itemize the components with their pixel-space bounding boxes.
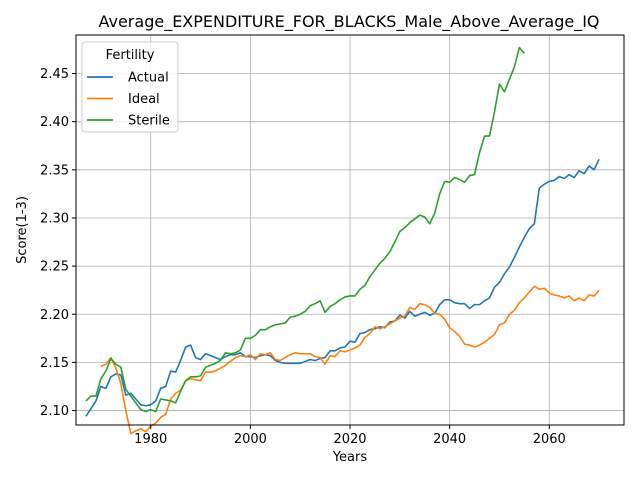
x-axis-label: Years <box>332 450 368 465</box>
y-tick-label: 2.15 <box>40 356 69 371</box>
y-tick-label: 2.40 <box>40 115 69 130</box>
y-tick-label: 2.35 <box>40 163 69 178</box>
series-line-actual <box>85 158 600 417</box>
y-axis-label: Score(1-3) <box>15 196 30 264</box>
legend: Fertility Actual Ideal Sterile <box>81 41 179 133</box>
y-tick-label: 2.30 <box>40 211 69 226</box>
x-tick-label: 2020 <box>333 432 366 447</box>
legend-box <box>81 41 179 133</box>
legend-title: Fertility <box>106 48 155 63</box>
legend-label-sterile: Sterile <box>128 114 170 129</box>
series-lines <box>85 46 600 435</box>
x-tick-label: 2040 <box>433 432 466 447</box>
y-tick-label: 2.10 <box>40 404 69 419</box>
grid <box>76 35 624 425</box>
series-line-sterile <box>85 46 525 413</box>
axis-ticks: 1980 2000 2020 2040 2060 2.10 2.15 2.20 2.25 2.30… <box>40 67 566 447</box>
legend-label-actual: Actual <box>128 71 169 86</box>
x-tick-label: 2060 <box>533 432 566 447</box>
y-tick-label: 2.25 <box>40 260 69 275</box>
x-tick-label: 1980 <box>134 432 167 447</box>
x-tick-label: 2000 <box>234 432 267 447</box>
y-tick-label: 2.45 <box>40 67 69 82</box>
chart-title: Average_EXPENDITURE_FOR_BLACKS_Male_Abov… <box>98 12 599 32</box>
legend-label-ideal: Ideal <box>128 92 160 107</box>
y-tick-label: 2.20 <box>40 308 69 323</box>
